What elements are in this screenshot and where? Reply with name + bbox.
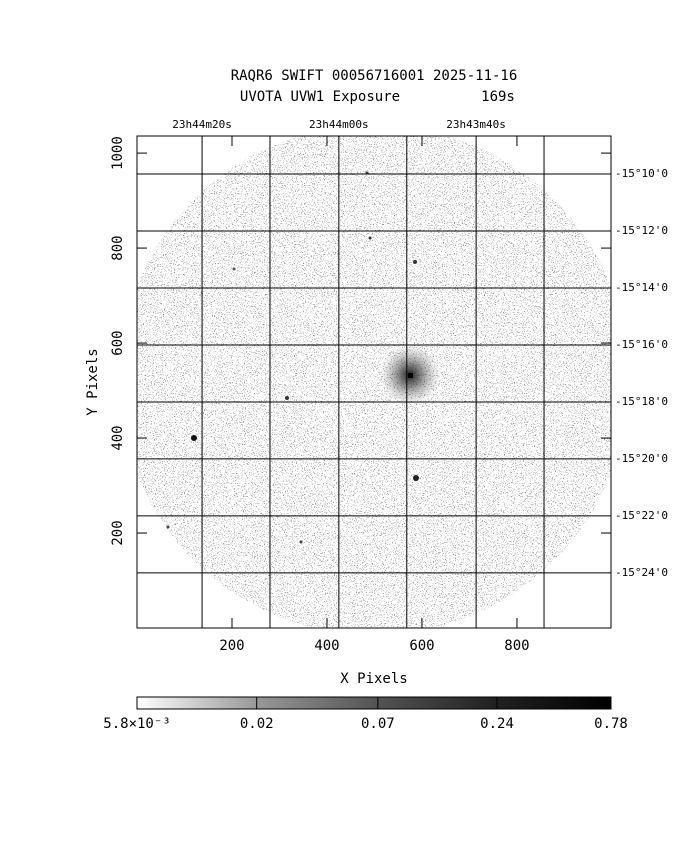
- colorbar-tick-label: 0.07: [361, 716, 395, 732]
- colorbar-tick-label: 0.02: [240, 716, 274, 732]
- y-axis-label: Y Pixels: [85, 348, 101, 415]
- colorbar: [136, 696, 612, 710]
- dec-tick-label: -15°22'0: [615, 509, 668, 522]
- y-tick-label: 1000: [110, 136, 126, 170]
- plot-frame: [136, 135, 612, 629]
- x-tick-label: 400: [314, 638, 339, 654]
- y-tick-label: 800: [110, 235, 126, 260]
- dec-tick-label: -15°12'0: [615, 224, 668, 237]
- dec-tick-label: -15°20'0: [615, 452, 668, 465]
- star: [285, 396, 289, 400]
- subtitle: UVOTA UVW1 Exposure: [240, 89, 400, 105]
- x-tick-label: 600: [409, 638, 434, 654]
- dec-tick-label: -15°10'0: [615, 167, 668, 180]
- star: [191, 435, 197, 441]
- y-tick-label: 600: [110, 330, 126, 355]
- star: [166, 525, 170, 529]
- x-axis-label: X Pixels: [340, 671, 407, 687]
- source: [408, 373, 413, 378]
- star: [413, 475, 419, 481]
- y-tick-label: 200: [110, 520, 126, 545]
- colorbar-tick-label: 0.78: [594, 716, 628, 732]
- dec-tick-label: -15°16'0: [615, 338, 668, 351]
- colorbar-tick-label: 5.8×10⁻³: [103, 716, 170, 732]
- dec-tick-label: -15°14'0: [615, 281, 668, 294]
- exposure: 169s: [481, 89, 515, 105]
- colorbar-tick-label: 0.24: [480, 716, 514, 732]
- x-tick-label: 200: [219, 638, 244, 654]
- ra-tick-label: 23h43m40s: [446, 118, 506, 131]
- dec-tick-label: -15°18'0: [615, 395, 668, 408]
- dec-tick-label: -15°24'0: [615, 566, 668, 579]
- x-tick-label: 800: [504, 638, 529, 654]
- star: [232, 267, 236, 271]
- star: [596, 505, 602, 511]
- noise: [137, 136, 611, 628]
- image: [137, 136, 611, 628]
- title: RAQR6 SWIFT 00056716001 2025-11-16: [231, 68, 518, 84]
- star: [413, 260, 417, 264]
- y-tick-label: 400: [110, 425, 126, 450]
- star: [368, 236, 372, 240]
- star: [299, 540, 303, 544]
- ra-tick-label: 23h44m20s: [172, 118, 232, 131]
- ra-tick-label: 23h44m00s: [309, 118, 369, 131]
